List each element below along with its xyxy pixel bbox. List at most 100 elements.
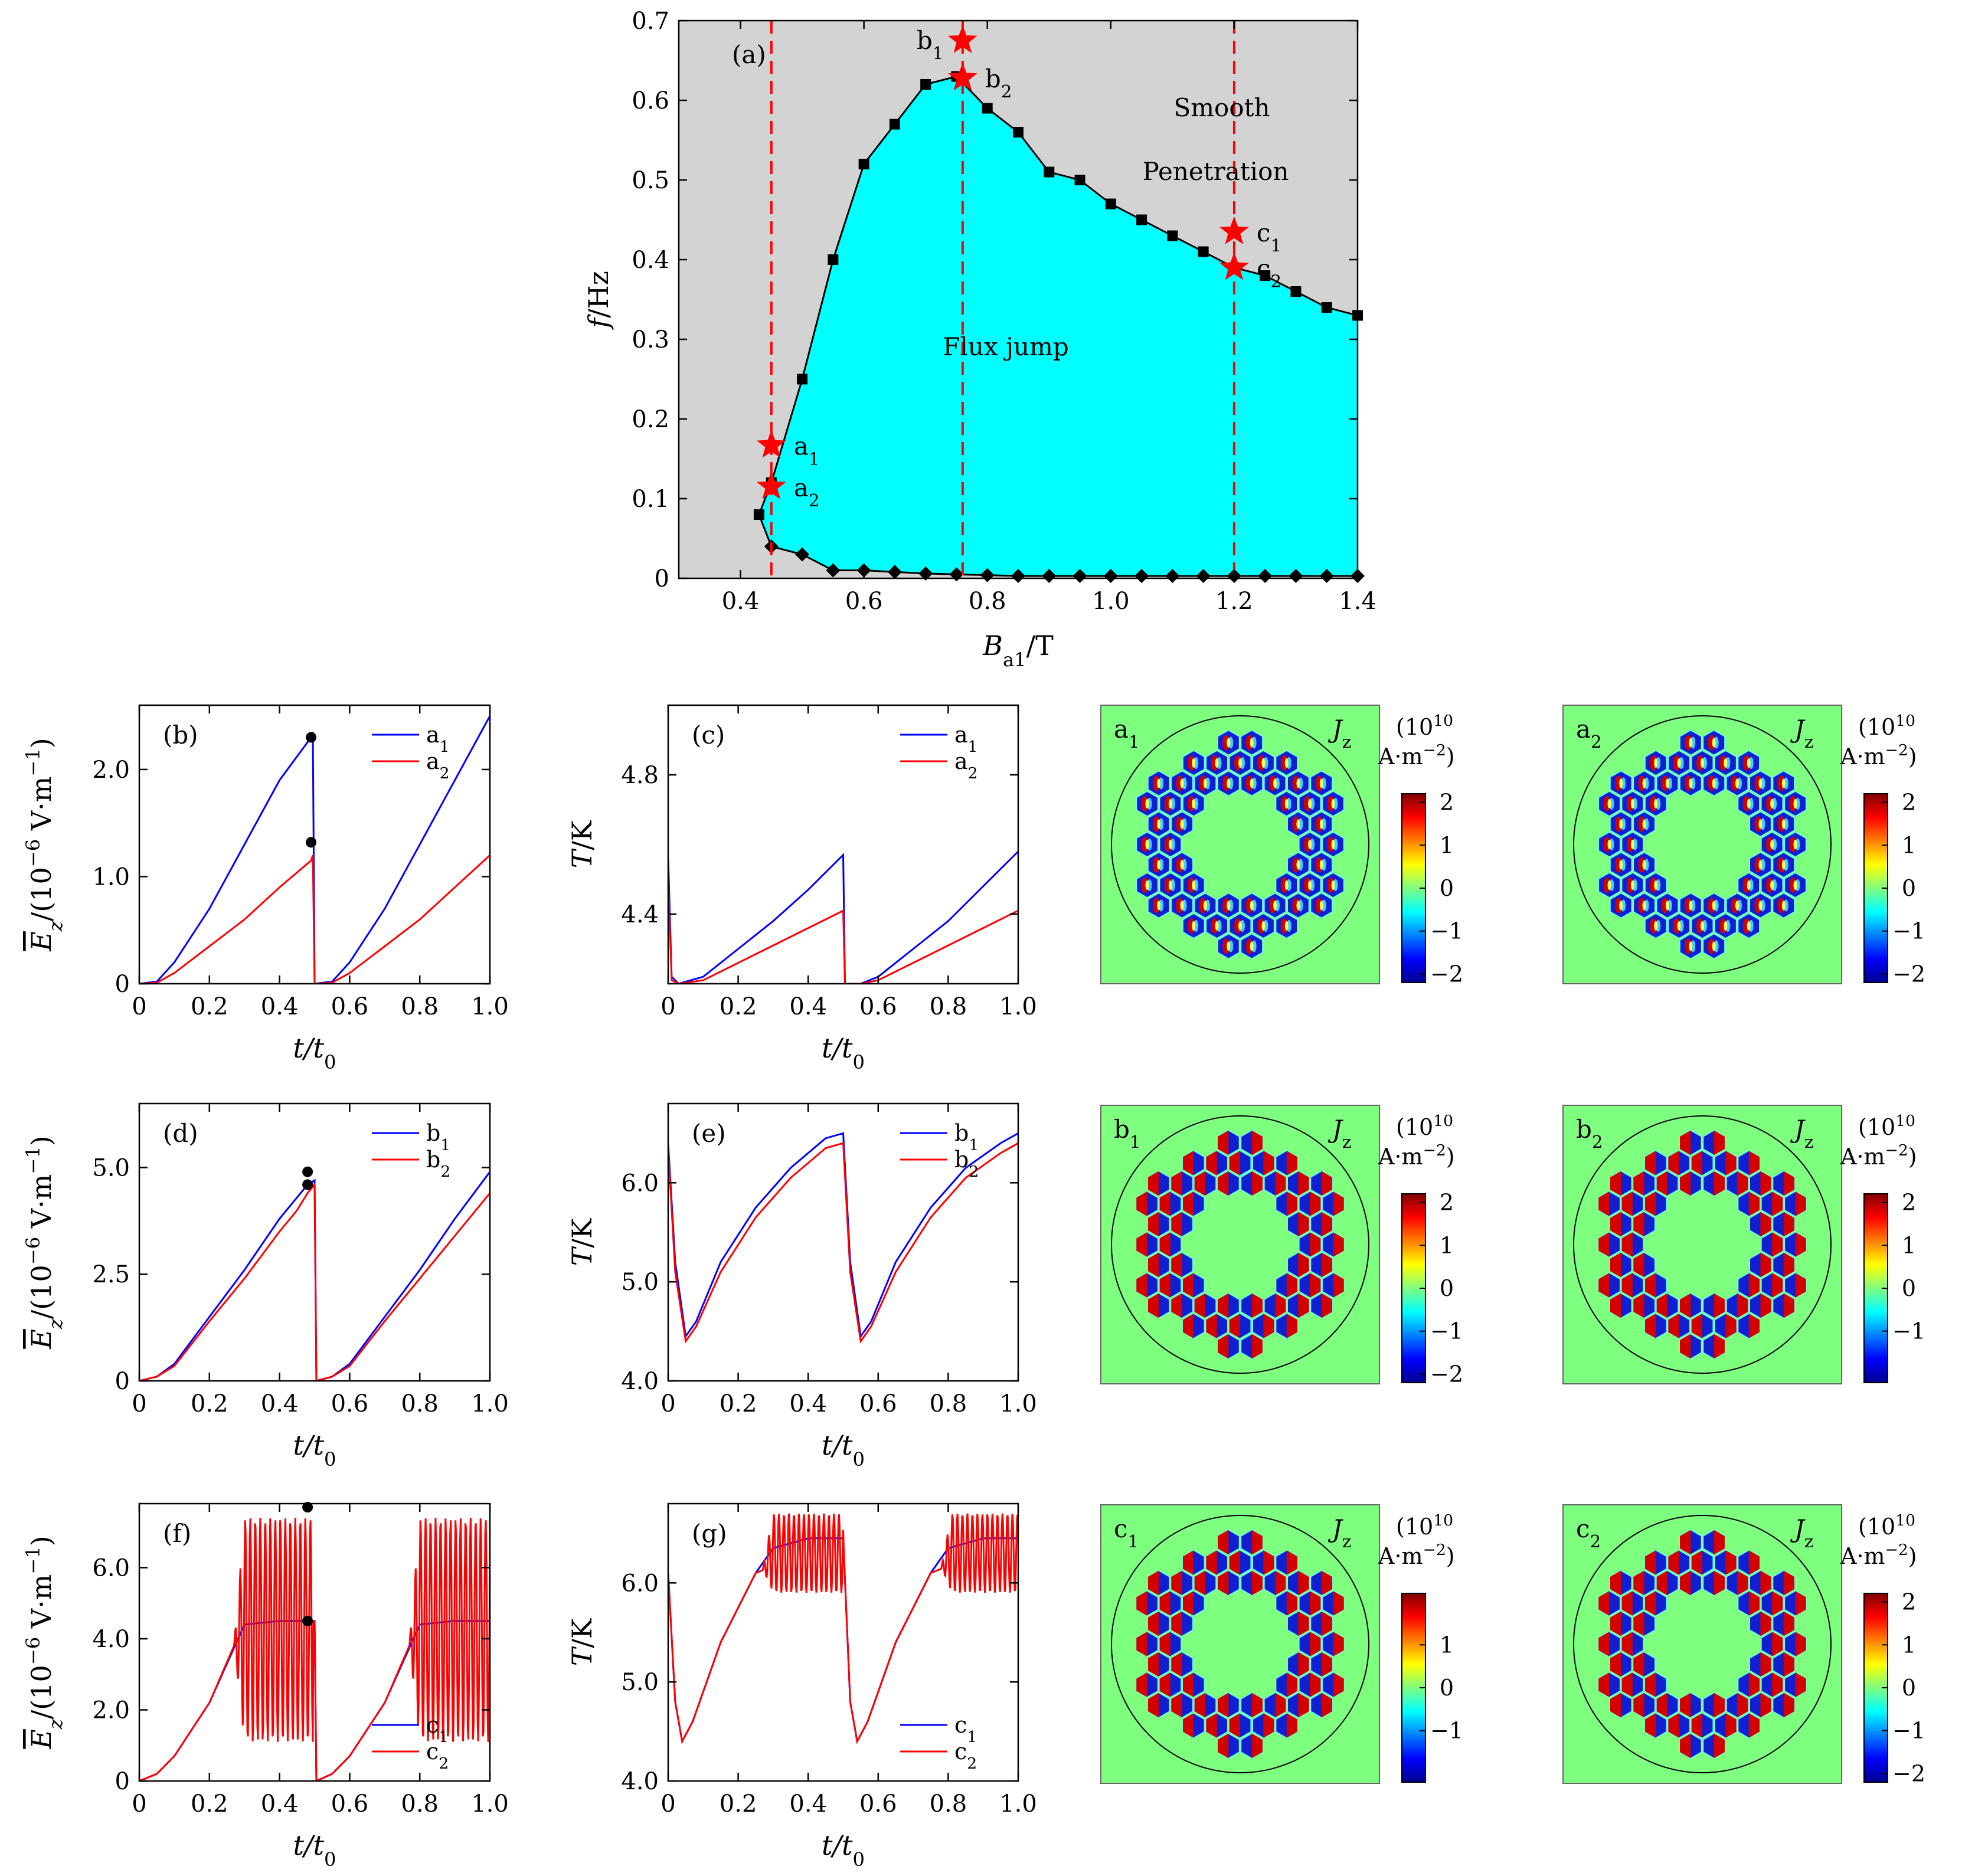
- filament: [1784, 1590, 1807, 1616]
- map-label: a1: [1114, 715, 1140, 752]
- lower-marker: [887, 565, 902, 580]
- filament: [1147, 1252, 1170, 1278]
- filament: [1610, 892, 1633, 919]
- filament: [1240, 1129, 1263, 1156]
- series-group: [139, 1518, 490, 1781]
- lower-marker: [1042, 568, 1057, 583]
- panel-title-e: (e): [692, 1119, 726, 1148]
- filament-yellow-core: [1215, 758, 1219, 768]
- upper-marker: [753, 509, 764, 520]
- filament-red-half: [1748, 1550, 1760, 1575]
- filament: [1182, 1150, 1205, 1176]
- x-axis-label: t/t0: [822, 1032, 865, 1073]
- filament: [1275, 1150, 1298, 1176]
- filament: [1159, 1232, 1182, 1258]
- filament: [1644, 1590, 1667, 1616]
- series-line-a2: [668, 879, 1018, 984]
- filament-red-half: [1714, 1171, 1725, 1196]
- filament: [1749, 1610, 1772, 1637]
- upper-marker: [828, 254, 839, 265]
- filament: [1772, 892, 1795, 919]
- filament-yellow-core: [1758, 819, 1763, 829]
- filament: [1772, 1211, 1795, 1237]
- filament-red-half: [1310, 1591, 1321, 1616]
- filament-yellow-core: [1308, 880, 1312, 890]
- filament-yellow-core: [1319, 860, 1323, 870]
- x-axis-label: Ba1/T: [982, 630, 1054, 671]
- filament-red-half: [1182, 1314, 1194, 1338]
- filament-red-half: [1725, 1314, 1737, 1338]
- filament-red-half: [1218, 1692, 1229, 1718]
- x-tick-label: 1.0: [999, 1390, 1037, 1417]
- filament: [1737, 1590, 1760, 1616]
- conductor-outline: [1111, 1115, 1369, 1374]
- filament-red-half: [1171, 1692, 1182, 1718]
- filament: [1299, 791, 1322, 817]
- filament-red-half: [1194, 1293, 1205, 1318]
- x-tick-label: 0.4: [261, 993, 299, 1020]
- filament: [1749, 852, 1772, 878]
- series-line-b1: [668, 1132, 1018, 1339]
- filament: [1679, 933, 1702, 960]
- conductor-outline: [1573, 1515, 1832, 1773]
- series-line-c2: [668, 1513, 1018, 1744]
- colorbar-tick-label: −1: [1430, 918, 1463, 944]
- filament-yellow-core: [1619, 819, 1623, 829]
- filament: [1136, 1631, 1159, 1657]
- filament: [1136, 831, 1159, 857]
- filament-red-half: [1206, 1713, 1217, 1738]
- colorbar-tick-label: −2: [1430, 1361, 1463, 1387]
- filament-yellow-core: [1654, 880, 1658, 890]
- filament: [1182, 872, 1205, 898]
- filament-red-half: [1147, 1212, 1159, 1237]
- filament-red-half: [1286, 1591, 1298, 1616]
- filament: [1229, 1713, 1251, 1739]
- filament: [1667, 750, 1690, 776]
- filament: [1784, 831, 1807, 857]
- flux-jump-region: [758, 76, 1358, 576]
- filament: [1310, 1610, 1333, 1637]
- y-tick-label: 0.2: [632, 406, 669, 433]
- colorbar-tick-label: 0: [1440, 875, 1454, 901]
- filament: [1761, 1272, 1784, 1298]
- filament-yellow-core: [1781, 819, 1786, 829]
- region-label-flux-jump: Flux jump: [943, 332, 1068, 361]
- filament: [1170, 1610, 1193, 1637]
- filament-yellow-core: [1642, 901, 1646, 911]
- x-tick-label: 0.6: [331, 1390, 369, 1417]
- filament: [1737, 1272, 1760, 1298]
- filament: [1656, 1170, 1679, 1197]
- filament: [1644, 1713, 1667, 1739]
- filament: [1287, 1610, 1310, 1637]
- filament: [1182, 1550, 1205, 1576]
- filament: [1633, 852, 1656, 878]
- filament-red-half: [1275, 1570, 1286, 1596]
- filament: [1170, 811, 1193, 837]
- filament: [1621, 1631, 1644, 1657]
- filament: [1737, 913, 1760, 939]
- filament: [1275, 913, 1298, 939]
- filament: [1275, 1590, 1298, 1616]
- filament-yellow-core: [1250, 941, 1254, 951]
- filament: [1679, 729, 1702, 756]
- filament: [1644, 791, 1667, 817]
- x-tick-label: 0.4: [789, 1790, 827, 1818]
- filament: [1182, 1672, 1205, 1698]
- filament: [1772, 852, 1795, 878]
- filament-red-half: [1621, 1273, 1633, 1298]
- filament-red-half: [1633, 1570, 1644, 1596]
- filament: [1240, 1333, 1263, 1360]
- lower-marker: [1165, 568, 1180, 583]
- filament-red-half: [1251, 1130, 1263, 1155]
- colorbar-tick-label: −2: [1892, 961, 1925, 987]
- filament: [1217, 1292, 1240, 1319]
- star-b2: [948, 63, 977, 91]
- filament-red-half: [1333, 1232, 1344, 1257]
- colorbar-tick-label: 1: [1440, 832, 1454, 858]
- filament-red-half: [1783, 1611, 1795, 1636]
- lower-marker: [1072, 568, 1087, 583]
- x-tick-label: 1.2: [1215, 588, 1253, 615]
- filament: [1784, 791, 1807, 817]
